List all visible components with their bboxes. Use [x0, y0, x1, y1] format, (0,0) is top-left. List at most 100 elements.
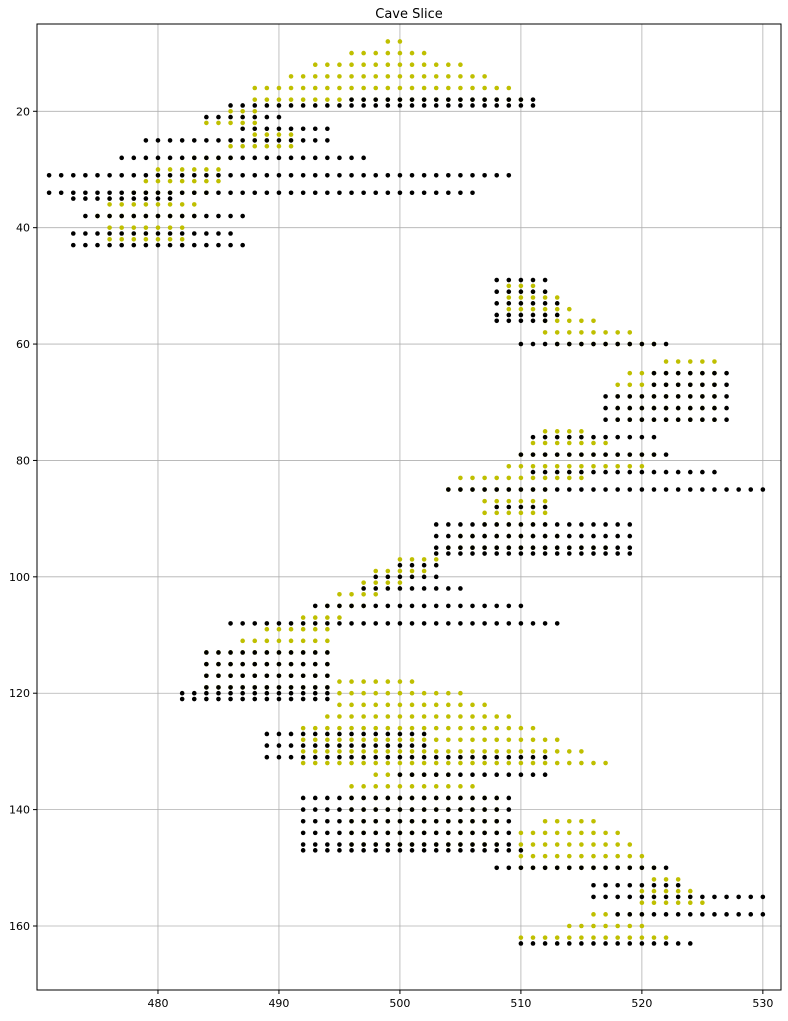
rock-point	[325, 650, 330, 655]
air-point	[349, 702, 354, 708]
rock-point	[724, 405, 729, 411]
rock-point	[373, 586, 379, 591]
rock-point	[264, 621, 270, 626]
rock-point	[191, 138, 197, 143]
rock-point	[433, 545, 439, 551]
air-point	[615, 830, 620, 836]
rock-point	[591, 882, 596, 888]
air-point	[603, 463, 608, 469]
rock-point	[482, 772, 487, 777]
air-point	[458, 475, 463, 481]
rock-point	[264, 673, 270, 679]
rock-point	[542, 469, 548, 475]
rock-point	[663, 341, 669, 347]
rock-point	[518, 97, 524, 102]
air-point	[373, 85, 379, 91]
rock-point	[325, 795, 330, 801]
air-point	[300, 760, 306, 766]
air-point	[639, 382, 645, 388]
rock-point	[760, 912, 766, 917]
rock-point	[518, 289, 524, 294]
rock-point	[70, 173, 76, 178]
rock-point	[615, 434, 620, 440]
air-point	[421, 690, 427, 696]
rock-point	[191, 696, 197, 702]
rock-point	[482, 830, 487, 836]
air-point	[325, 74, 330, 79]
rock-point	[482, 842, 487, 847]
rock-point	[167, 190, 173, 196]
rock-point	[204, 650, 209, 655]
rock-point	[216, 696, 221, 702]
rock-point	[385, 818, 391, 824]
air-point	[373, 725, 379, 731]
air-point	[506, 475, 512, 481]
rock-point	[288, 103, 294, 108]
air-point	[506, 498, 512, 504]
air-point	[675, 877, 681, 882]
rock-point	[494, 533, 500, 539]
air-point	[421, 50, 427, 56]
air-point	[325, 760, 330, 766]
air-point	[542, 749, 548, 754]
rock-point	[675, 894, 681, 900]
rock-point	[458, 586, 463, 591]
air-point	[663, 935, 669, 940]
rock-point	[446, 97, 451, 102]
air-point	[179, 167, 185, 172]
air-point	[446, 725, 451, 731]
air-point	[143, 178, 149, 184]
air-point	[288, 143, 294, 149]
air-point	[566, 440, 572, 446]
rock-point	[615, 545, 620, 551]
rock-point	[373, 731, 379, 737]
air-point	[397, 39, 403, 44]
rock-point	[421, 807, 427, 812]
air-point	[518, 283, 524, 289]
rock-point	[421, 830, 427, 836]
rock-point	[458, 621, 463, 626]
rock-point	[700, 382, 705, 388]
air-point	[554, 475, 560, 481]
rock-point	[615, 405, 620, 411]
air-point	[458, 760, 463, 766]
rock-point	[627, 452, 633, 457]
air-point	[204, 178, 209, 184]
rock-point	[518, 341, 524, 347]
rock-point	[760, 487, 766, 492]
rock-point	[687, 405, 693, 411]
rock-point	[530, 277, 536, 283]
rock-point	[470, 551, 475, 556]
rock-point	[300, 696, 306, 702]
rock-point	[288, 743, 294, 748]
rock-point	[228, 242, 233, 248]
rock-point	[191, 690, 197, 696]
air-point	[700, 900, 705, 906]
air-point	[373, 772, 379, 777]
air-point	[530, 749, 536, 754]
rock-point	[276, 743, 282, 748]
rock-point	[325, 126, 330, 132]
rock-point	[518, 318, 524, 324]
rock-point	[312, 126, 318, 132]
rock-point	[663, 370, 669, 376]
air-point	[542, 818, 548, 824]
rock-point	[288, 696, 294, 702]
air-point	[446, 784, 451, 789]
rock-point	[276, 696, 282, 702]
rock-point	[95, 196, 100, 201]
rock-point	[397, 795, 403, 801]
air-point	[264, 132, 270, 137]
rock-point	[446, 533, 451, 539]
air-point	[179, 225, 185, 230]
rock-point	[95, 173, 100, 178]
rock-point	[276, 621, 282, 626]
air-point	[312, 737, 318, 743]
air-point	[542, 510, 548, 516]
rock-point	[143, 190, 149, 196]
rock-point	[421, 574, 427, 580]
air-point	[554, 935, 560, 940]
air-point	[228, 108, 233, 114]
rock-point	[627, 551, 633, 556]
